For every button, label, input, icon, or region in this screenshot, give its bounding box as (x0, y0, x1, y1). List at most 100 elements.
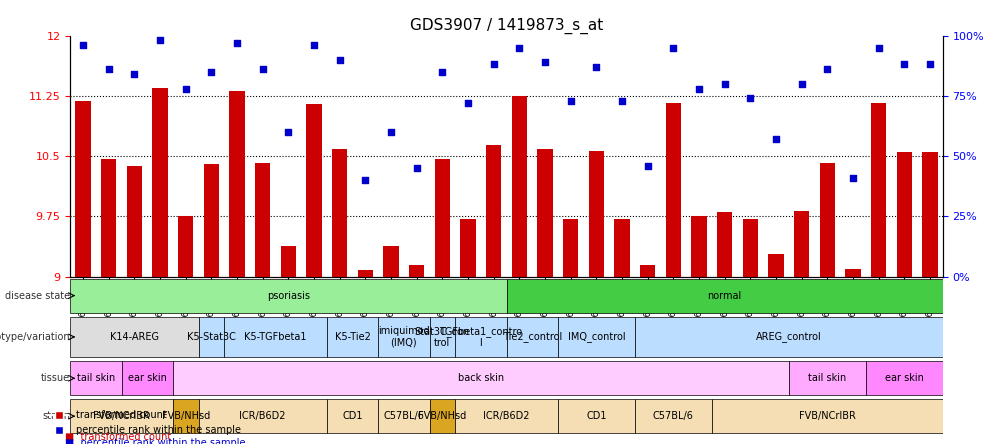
Bar (819, 163, 835, 277)
FancyBboxPatch shape (327, 317, 378, 357)
Title: GDS3907 / 1419873_s_at: GDS3907 / 1419873_s_at (410, 18, 602, 34)
Bar (255, 163, 271, 277)
Point (870, 44, 886, 51)
FancyBboxPatch shape (865, 361, 942, 395)
Point (126, 71, 142, 78)
Point (511, 44, 527, 51)
Text: Tie2_control: Tie2_control (502, 332, 561, 342)
Bar (281, 246, 296, 277)
FancyBboxPatch shape (634, 399, 711, 433)
FancyBboxPatch shape (455, 399, 557, 433)
Bar (229, 91, 244, 277)
Text: FVB/NHsd: FVB/NHsd (418, 411, 466, 421)
Point (768, 136, 784, 143)
Point (664, 44, 680, 51)
Legend: transformed count, percentile rank within the sample: transformed count, percentile rank withi… (45, 407, 244, 439)
Text: K5-TGFbeta1: K5-TGFbeta1 (244, 332, 307, 342)
Point (357, 177, 373, 184)
Bar (922, 152, 937, 277)
Bar (306, 104, 322, 277)
Text: FVB/NHsd: FVB/NHsd (161, 411, 209, 421)
Bar (75, 101, 90, 277)
Bar (588, 151, 603, 277)
Text: C57BL/6: C57BL/6 (383, 411, 424, 421)
Text: Stat3C_con
trol: Stat3C_con trol (415, 326, 470, 348)
FancyBboxPatch shape (70, 317, 198, 357)
Text: ■  percentile rank within the sample: ■ percentile rank within the sample (65, 438, 245, 444)
Bar (409, 266, 424, 277)
Bar (460, 219, 475, 277)
FancyBboxPatch shape (557, 399, 634, 433)
Point (332, 56, 348, 63)
Point (536, 59, 552, 66)
FancyBboxPatch shape (429, 317, 455, 357)
Point (177, 85, 193, 92)
Bar (741, 219, 758, 277)
Text: tissue: tissue (41, 373, 70, 383)
Bar (845, 270, 860, 277)
FancyBboxPatch shape (198, 317, 224, 357)
Point (819, 66, 835, 73)
Point (383, 128, 399, 135)
Point (844, 174, 860, 181)
Text: CD1: CD1 (585, 411, 606, 421)
Text: psoriasis: psoriasis (267, 291, 310, 301)
Point (562, 97, 578, 104)
FancyBboxPatch shape (634, 317, 942, 357)
Point (715, 80, 731, 87)
Text: K5-Stat3C: K5-Stat3C (186, 332, 235, 342)
Bar (152, 88, 167, 277)
Point (741, 95, 758, 102)
Text: CD1: CD1 (342, 411, 363, 421)
Bar (613, 219, 629, 277)
Bar (896, 152, 911, 277)
Bar (126, 166, 142, 277)
Text: FVB/NCrIBR: FVB/NCrIBR (799, 411, 855, 421)
Point (75, 42, 91, 49)
Point (921, 61, 937, 68)
Bar (794, 211, 809, 277)
Text: imiquimod
(IMQ): imiquimod (IMQ) (378, 326, 429, 348)
Bar (486, 145, 501, 277)
Point (485, 61, 501, 68)
Bar (203, 164, 218, 277)
Bar (690, 216, 706, 277)
FancyBboxPatch shape (327, 399, 378, 433)
Text: TGFbeta1_contro
l: TGFbeta1_contro l (439, 326, 522, 348)
FancyBboxPatch shape (455, 317, 506, 357)
Text: AREG_control: AREG_control (756, 332, 821, 342)
Text: normal: normal (706, 291, 741, 301)
Text: K14-AREG: K14-AREG (110, 332, 158, 342)
Point (639, 162, 655, 169)
Point (152, 37, 168, 44)
Text: strain: strain (42, 411, 70, 421)
Bar (870, 103, 886, 277)
Bar (562, 219, 578, 277)
Bar (434, 159, 450, 277)
Point (896, 61, 912, 68)
FancyBboxPatch shape (172, 399, 198, 433)
Point (100, 66, 116, 73)
Text: back skin: back skin (457, 373, 503, 383)
Text: ear skin: ear skin (884, 373, 923, 383)
FancyBboxPatch shape (224, 317, 327, 357)
Bar (537, 149, 552, 277)
Text: genotype/variation: genotype/variation (0, 332, 70, 342)
FancyBboxPatch shape (70, 361, 121, 395)
Bar (639, 266, 654, 277)
Point (255, 66, 271, 73)
Point (408, 165, 424, 172)
Text: ICR/B6D2: ICR/B6D2 (483, 411, 529, 421)
Text: C57BL/6: C57BL/6 (652, 411, 693, 421)
FancyBboxPatch shape (711, 399, 942, 433)
FancyBboxPatch shape (70, 399, 172, 433)
Bar (177, 216, 193, 277)
Bar (716, 212, 731, 277)
Text: disease state: disease state (5, 291, 70, 301)
FancyBboxPatch shape (429, 399, 455, 433)
Bar (665, 103, 680, 277)
Point (613, 97, 629, 104)
FancyBboxPatch shape (378, 399, 429, 433)
Text: IMQ_control: IMQ_control (567, 332, 624, 342)
Bar (768, 254, 783, 277)
